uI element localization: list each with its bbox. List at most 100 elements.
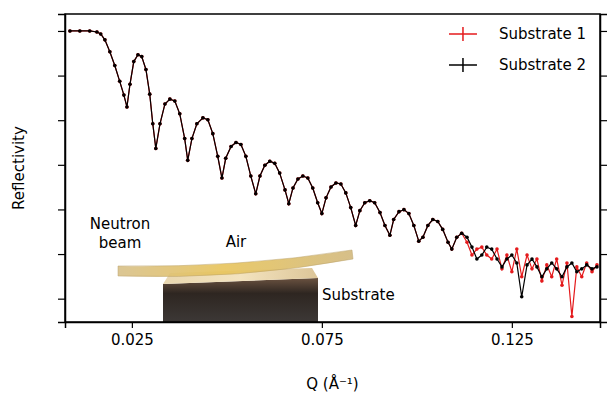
- data-point: [421, 235, 425, 239]
- data-point: [244, 155, 248, 159]
- data-point: [530, 257, 534, 261]
- data-point: [515, 261, 519, 265]
- data-point: [201, 116, 205, 120]
- data-point: [490, 257, 494, 261]
- tick-mark: [58, 165, 65, 166]
- data-point: [296, 177, 300, 181]
- series-line: [70, 31, 597, 297]
- data-point: [349, 206, 353, 210]
- tick-mark: [600, 165, 607, 166]
- tick: [600, 209, 607, 210]
- tick-mark: [58, 254, 65, 255]
- tick-mark: [322, 322, 323, 328]
- tick-mark: [58, 75, 65, 76]
- annotation: Neutronbeam: [90, 215, 150, 252]
- data-point: [178, 112, 182, 116]
- data-point: [570, 261, 574, 265]
- data-point: [148, 92, 152, 96]
- data-point: [316, 201, 320, 205]
- data-point: [535, 257, 539, 261]
- data-point: [373, 201, 377, 205]
- legend-label: Substrate 1: [499, 25, 586, 43]
- data-point: [278, 171, 282, 175]
- tick-mark: [600, 299, 607, 300]
- legend-label: Substrate 2: [499, 56, 586, 74]
- data-point: [378, 211, 382, 215]
- data-point: [450, 247, 454, 251]
- data-point: [151, 122, 155, 126]
- data-point: [441, 228, 445, 232]
- data-point: [373, 201, 377, 205]
- data-point: [158, 122, 162, 126]
- data-point: [446, 240, 450, 244]
- inset-illustration: [118, 250, 353, 322]
- data-point: [291, 186, 295, 190]
- data-point: [168, 97, 172, 101]
- data-point: [283, 188, 287, 192]
- data-point: [575, 270, 579, 274]
- data-point: [301, 174, 305, 178]
- data-point: [436, 220, 440, 224]
- data-point: [263, 163, 267, 167]
- data-point: [132, 60, 136, 64]
- data-point: [148, 92, 152, 96]
- data-point: [344, 191, 348, 195]
- data-point: [125, 105, 129, 109]
- data-point: [249, 174, 253, 178]
- data-point: [132, 60, 136, 64]
- data-point: [178, 112, 182, 116]
- data-point: [144, 68, 148, 72]
- data-point: [68, 29, 72, 33]
- axis-line: [601, 15, 608, 323]
- data-point: [239, 143, 243, 147]
- tick-mark: [600, 254, 607, 255]
- plot-frame: [65, 14, 600, 322]
- data-point: [287, 202, 291, 206]
- tick: [58, 209, 65, 210]
- tick: 0.025: [111, 322, 154, 349]
- data-point: [431, 218, 435, 222]
- data-point: [136, 53, 140, 57]
- data-point: [306, 176, 310, 180]
- data-point: [585, 263, 589, 267]
- data-point: [339, 182, 343, 186]
- data-point: [201, 116, 205, 120]
- data-point: [206, 118, 210, 122]
- data-point: [470, 245, 474, 249]
- data-point: [128, 82, 132, 86]
- data-point: [311, 186, 315, 190]
- data-point: [108, 50, 112, 54]
- data-point: [407, 212, 411, 216]
- data-point: [388, 234, 392, 238]
- data-point: [190, 137, 194, 141]
- data-point: [118, 80, 122, 84]
- tick: [58, 254, 65, 255]
- data-point: [216, 155, 220, 159]
- legend-item: Substrate 1: [449, 25, 586, 43]
- data-point: [88, 29, 92, 33]
- data-point: [173, 99, 177, 103]
- data-point: [560, 275, 564, 279]
- tick-mark: [132, 322, 133, 328]
- data-point: [446, 240, 450, 244]
- data-point: [545, 267, 549, 271]
- data-point: [590, 267, 594, 271]
- data-point: [216, 155, 220, 159]
- data-point: [436, 220, 440, 224]
- data-point: [407, 212, 411, 216]
- substrate-front: [163, 278, 318, 322]
- data-point: [421, 235, 425, 239]
- data-point: [163, 102, 167, 106]
- tick-mark: [600, 31, 607, 32]
- data-point: [291, 186, 295, 190]
- axis-line: [66, 323, 601, 329]
- data-point: [555, 257, 559, 261]
- data-point: [229, 145, 233, 149]
- data-point: [383, 224, 387, 228]
- data-point: [168, 97, 172, 101]
- data-point: [254, 192, 258, 196]
- data-point: [383, 224, 387, 228]
- annotation: Air: [226, 233, 247, 251]
- data-point: [273, 162, 277, 166]
- data-point: [88, 29, 92, 33]
